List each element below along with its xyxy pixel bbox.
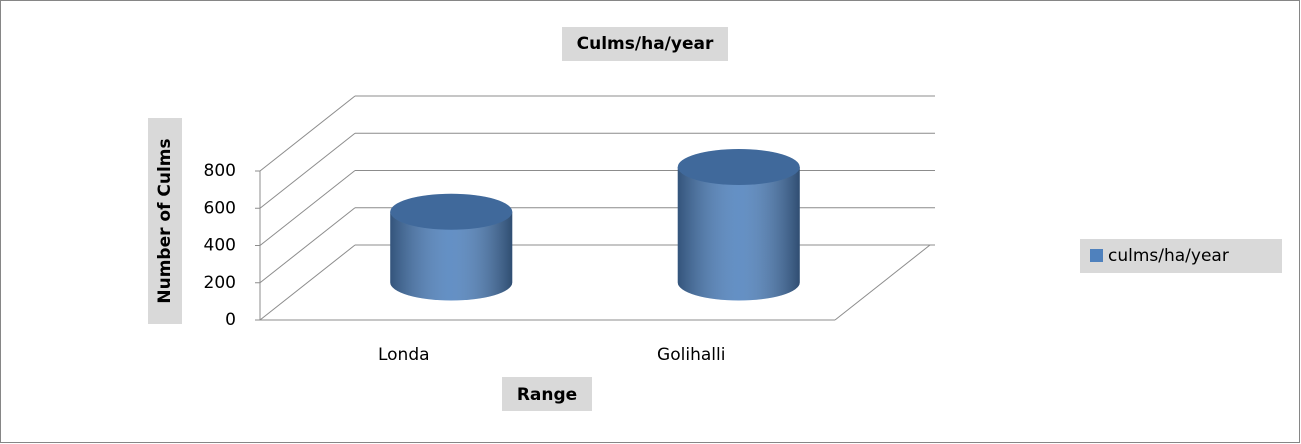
x-axis-label: Range (517, 385, 577, 405)
cylinder-top (390, 193, 513, 230)
legend-box (1080, 239, 1282, 273)
grid-line (259, 244, 356, 321)
cylinder-top-shade (390, 193, 513, 230)
grid-line (259, 95, 356, 172)
cylinder-shade (677, 167, 800, 301)
chart-title: Culms/ha/year (577, 34, 714, 54)
y-tick-label: 0 (225, 310, 236, 330)
grid-line (259, 207, 356, 284)
cylinder-top-shade (677, 149, 800, 186)
y-axis-label: Number of Culms (155, 138, 175, 303)
cylinder-top (677, 149, 800, 186)
grid-line (259, 170, 356, 246)
legend-swatch (1090, 249, 1103, 262)
legend-label: culms/ha/year (1108, 246, 1229, 266)
y-tick-label: 200 (204, 273, 236, 293)
x-tick-label: Golihalli (657, 345, 725, 365)
grid-line (259, 132, 356, 209)
y-tick-label: 600 (204, 198, 236, 218)
y-label-box (148, 118, 182, 324)
y-tick-label: 400 (204, 236, 236, 256)
y-tick-label: 800 (204, 161, 236, 181)
cylinder-shade (390, 211, 513, 301)
x-label-box (502, 377, 592, 411)
x-tick-label: Londa (378, 345, 430, 365)
floor-edge (834, 244, 931, 321)
title-box (562, 27, 728, 61)
